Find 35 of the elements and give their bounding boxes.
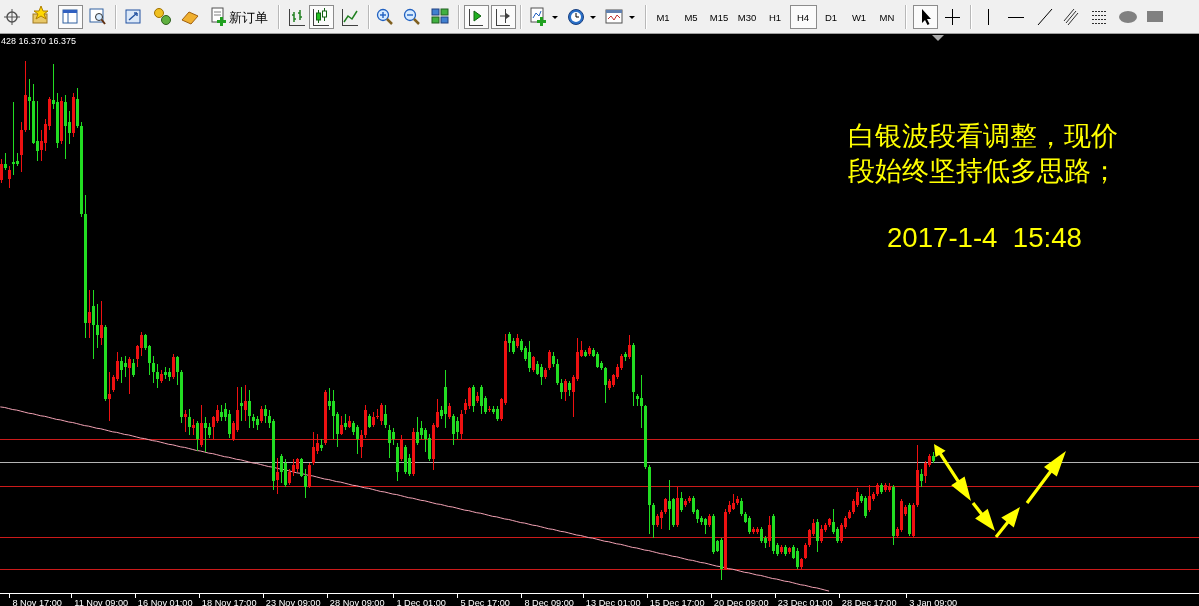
candlestick: [204, 417, 207, 452]
text: MN: [879, 12, 895, 23]
x-tick-label: 28 Dec 17:00: [841, 597, 897, 606]
x-tick-label: 3 Jan 09:00: [909, 597, 958, 606]
candlestick: [28, 79, 31, 130]
x-tick-label: 8 Dec 09:00: [524, 597, 574, 606]
x-tick-label: 11 Nov 09:00: [74, 597, 129, 606]
x-tick-label: 16 Nov 01:00: [137, 597, 193, 606]
x-tick-label: 20 Dec 09:00: [713, 597, 769, 606]
x-tick-label: 15 Dec 17:00: [649, 597, 705, 606]
text: 428 16.370 16.375: [1, 36, 77, 46]
annotation: 2017-1-4 15:48: [887, 222, 1082, 253]
x-tick-label: 23 Dec 01:00: [777, 597, 833, 606]
x-tick-label: 5 Dec 17:00: [460, 597, 510, 606]
text: 新订单: [229, 11, 268, 25]
x-tick-label: 18 Nov 17:00: [201, 597, 257, 606]
candlestick: [12, 102, 15, 175]
text: M5: [684, 12, 698, 23]
x-tick-label: 8 Nov 17:00: [12, 597, 62, 606]
text: D1: [824, 12, 838, 23]
text: W1: [851, 12, 867, 23]
annotation: 白银波段看调整，现价段始终坚持低多思路；: [848, 121, 1118, 186]
text: H4: [796, 12, 810, 23]
candlestick: [240, 387, 243, 421]
x-tick-label: 28 Nov 09:00: [329, 597, 385, 606]
candlestick: [108, 372, 111, 421]
text: M30: [737, 12, 757, 23]
candlestick: [184, 410, 187, 432]
x-tick-label: 13 Dec 01:00: [585, 597, 641, 606]
x-tick-label: 23 Nov 09:00: [265, 597, 321, 606]
x-tick-label: 1 Dec 01:00: [396, 597, 446, 606]
text: M15: [709, 12, 729, 23]
text: M1: [656, 12, 670, 23]
text: H1: [768, 12, 782, 23]
candlestick: [640, 375, 643, 428]
